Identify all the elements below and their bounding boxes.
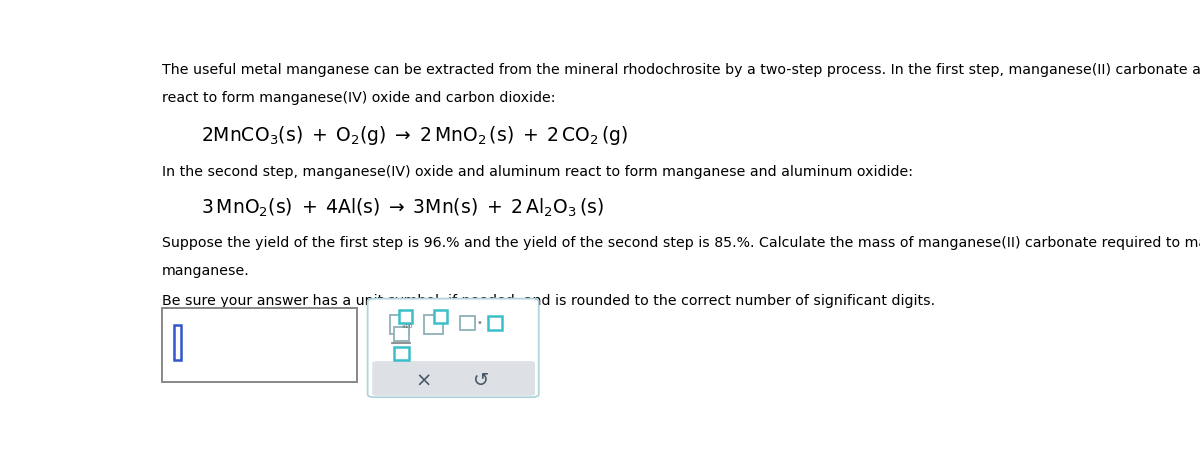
Text: In the second step, manganese(IV) oxide and aluminum react to form manganese and: In the second step, manganese(IV) oxide … — [162, 165, 913, 179]
FancyBboxPatch shape — [394, 327, 408, 341]
FancyBboxPatch shape — [394, 346, 408, 360]
Text: •: • — [476, 318, 482, 328]
Text: The useful metal manganese can be extracted from the mineral rhodochrosite by a : The useful metal manganese can be extrac… — [162, 63, 1200, 77]
Text: react to form manganese(IV) oxide and carbon dioxide:: react to form manganese(IV) oxide and ca… — [162, 91, 556, 105]
FancyBboxPatch shape — [174, 325, 181, 360]
FancyBboxPatch shape — [425, 315, 443, 334]
Text: Be sure your answer has a unit symbol, if needed, and is rounded to the correct : Be sure your answer has a unit symbol, i… — [162, 294, 935, 308]
Text: Suppose the yield of the first step is 96.% and the yield of the second step is : Suppose the yield of the first step is 9… — [162, 236, 1200, 250]
FancyBboxPatch shape — [367, 299, 539, 397]
FancyBboxPatch shape — [372, 361, 535, 396]
FancyBboxPatch shape — [390, 315, 408, 334]
Text: $\mathregular{3\,MnO_2(s)\;+\;4Al(s)\;\rightarrow\;3Mn(s)\;+\;2\,Al_2O_3\,(s)}$: $\mathregular{3\,MnO_2(s)\;+\;4Al(s)\;\r… — [202, 197, 605, 219]
FancyBboxPatch shape — [460, 316, 474, 330]
FancyBboxPatch shape — [162, 308, 358, 382]
FancyBboxPatch shape — [400, 310, 413, 323]
Text: x10: x10 — [402, 324, 414, 329]
Text: $\mathregular{2MnCO_3(s)\;+\;O_2(g)\;\rightarrow\;2\,MnO_2\,(s)\;+\;2\,CO_2\,(g): $\mathregular{2MnCO_3(s)\;+\;O_2(g)\;\ri… — [202, 124, 629, 147]
FancyBboxPatch shape — [487, 316, 503, 330]
Text: ×: × — [415, 371, 432, 390]
Text: manganese.: manganese. — [162, 264, 250, 278]
Text: ↺: ↺ — [473, 371, 490, 390]
FancyBboxPatch shape — [433, 310, 446, 323]
